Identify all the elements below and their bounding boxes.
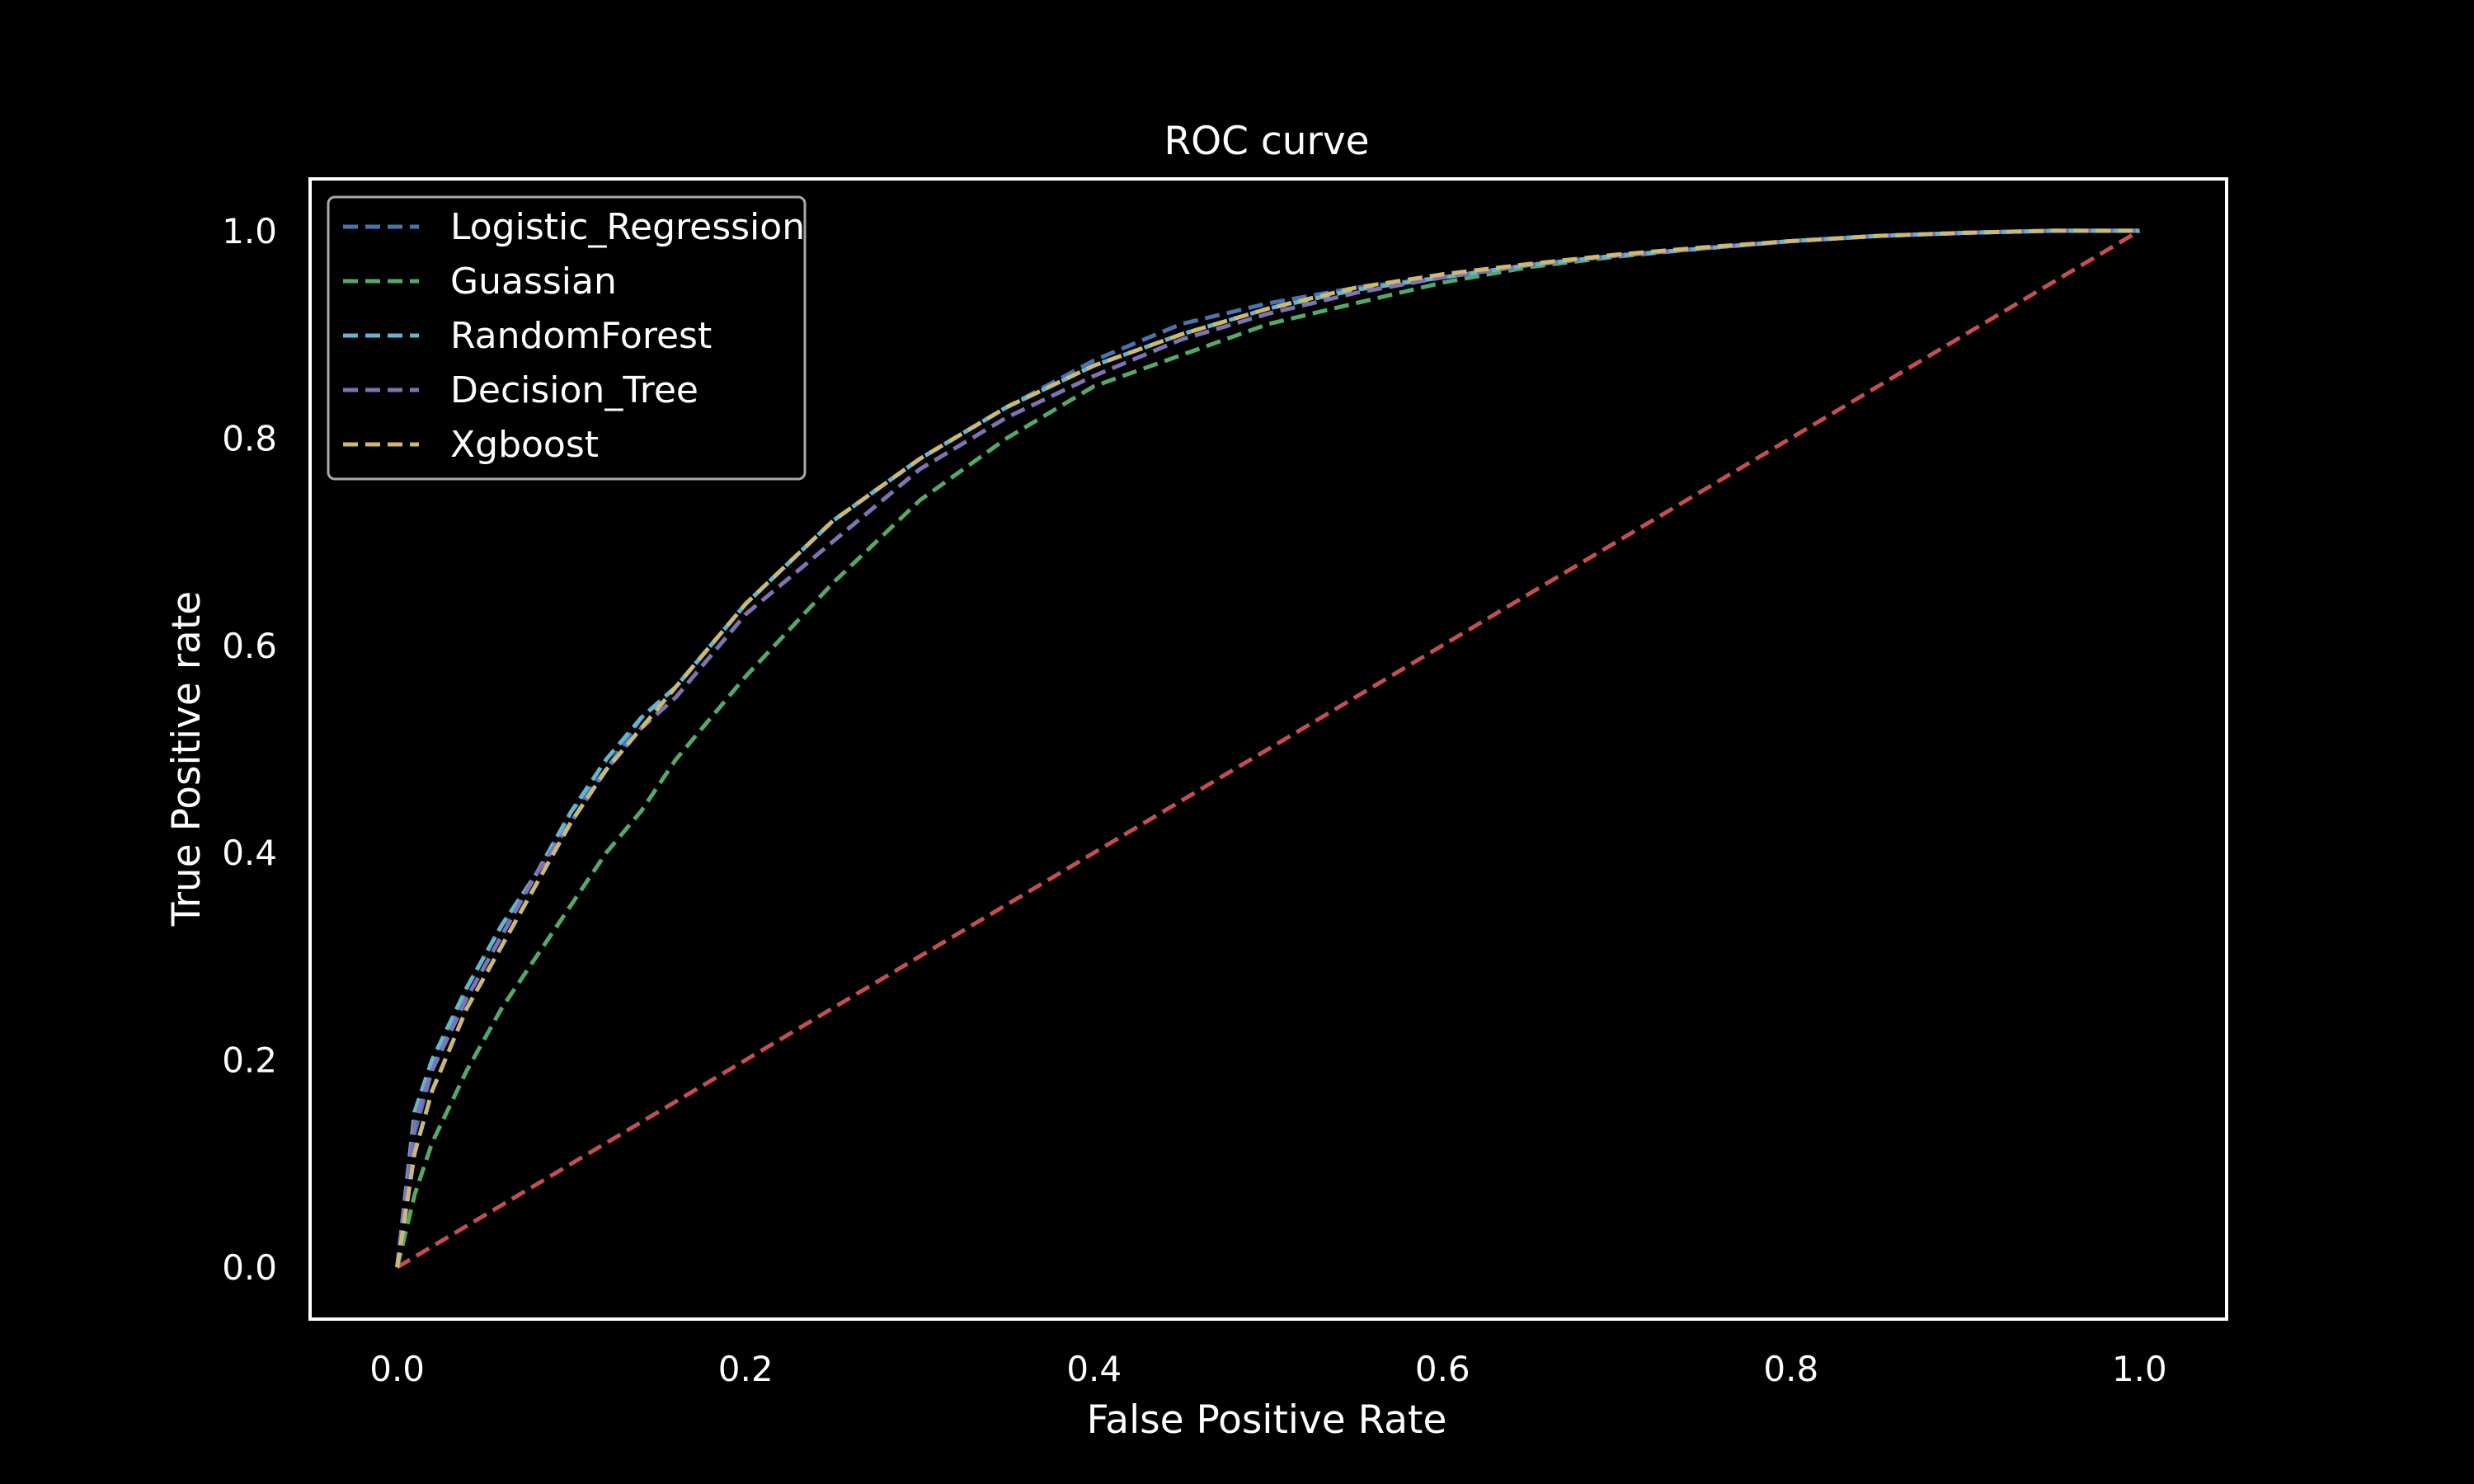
x-tick-label: 0.8 [1763, 1349, 1818, 1389]
legend-label: Guassian [450, 261, 617, 303]
x-tick-label: 0.6 [1415, 1349, 1470, 1389]
y-tick-label: 0.0 [222, 1247, 277, 1288]
x-tick-label: 1.0 [2112, 1349, 2167, 1389]
y-axis-label: True Positive rate [164, 591, 209, 927]
x-axis-ticks: 0.0 0.2 0.4 0.6 0.8 1.0 [369, 1349, 2167, 1389]
series-line-guassian [395, 228, 2140, 1268]
chart-title: ROC curve [1164, 119, 1369, 164]
legend-label: RandomForest [450, 315, 712, 357]
legend-box [327, 195, 807, 481]
y-tick-label: 0.4 [222, 833, 277, 873]
y-tick-label: 0.2 [222, 1040, 277, 1081]
reference-diagonal-line [396, 228, 2141, 1270]
y-tick-label: 1.0 [222, 211, 277, 251]
x-tick-label: 0.2 [718, 1349, 774, 1389]
x-axis-label: False Positive Rate [1087, 1397, 1447, 1443]
legend-label: Logistic_Regression [450, 206, 805, 248]
y-axis-ticks: 0.0 0.2 0.4 0.6 0.8 1.0 [222, 211, 277, 1288]
legend-label: Decision_Tree [450, 369, 698, 411]
series-line-xgboost [395, 228, 2140, 1268]
y-tick-label: 0.8 [222, 418, 277, 458]
legend: Logistic_Regression Guassian RandomForest D… [327, 195, 807, 481]
x-tick-label: 0.0 [369, 1349, 425, 1389]
x-tick-label: 0.4 [1066, 1349, 1122, 1389]
y-tick-label: 0.6 [222, 626, 277, 666]
legend-label: Xgboost [450, 424, 599, 466]
